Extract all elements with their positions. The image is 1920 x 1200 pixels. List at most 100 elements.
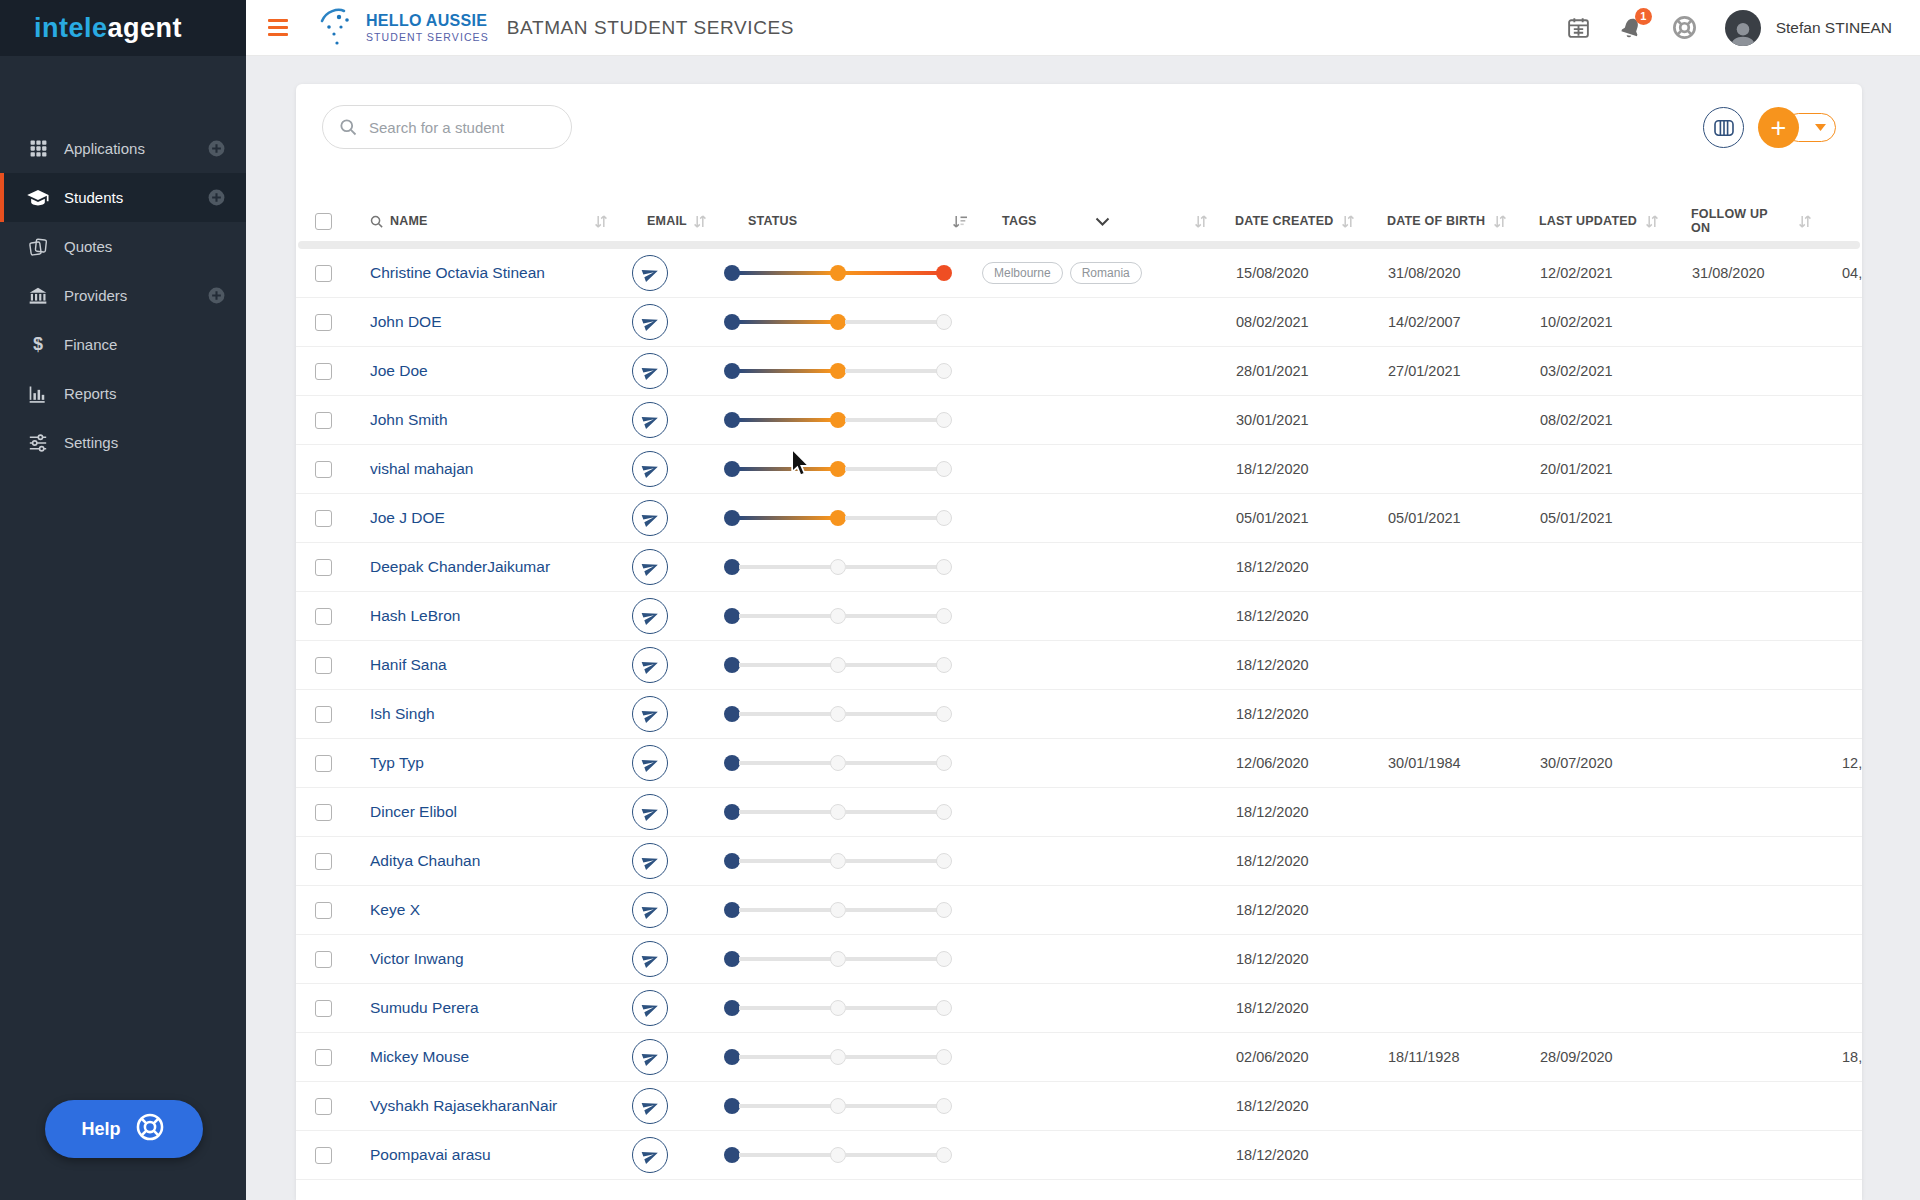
column-header-name[interactable]: NAME <box>390 214 428 228</box>
row-checkbox[interactable] <box>315 1147 332 1164</box>
column-header-last-updated[interactable]: LAST UPDATED <box>1539 214 1637 228</box>
column-header-date-of-birth[interactable]: DATE OF BIRTH <box>1387 214 1485 228</box>
status-dot-3[interactable] <box>936 804 952 820</box>
status-dot-2[interactable] <box>830 559 846 575</box>
status-dot-2[interactable] <box>830 608 846 624</box>
status-dot-1[interactable] <box>724 608 740 624</box>
student-name-link[interactable]: Hash LeBron <box>370 607 460 625</box>
row-checkbox[interactable] <box>315 902 332 919</box>
row-checkbox[interactable] <box>315 804 332 821</box>
status-dot-2[interactable] <box>830 461 846 477</box>
status-dot-3[interactable] <box>936 265 952 281</box>
send-email-button[interactable] <box>632 598 668 634</box>
status-dot-2[interactable] <box>830 755 846 771</box>
status-dot-2[interactable] <box>830 657 846 673</box>
status-slider[interactable] <box>724 706 952 722</box>
student-name-link[interactable]: Typ Typ <box>370 754 424 772</box>
row-checkbox[interactable] <box>315 461 332 478</box>
status-dot-3[interactable] <box>936 853 952 869</box>
status-dot-3[interactable] <box>936 363 952 379</box>
status-dot-2[interactable] <box>830 1049 846 1065</box>
status-dot-1[interactable] <box>724 363 740 379</box>
calendar-icon[interactable] <box>1566 15 1591 40</box>
horizontal-scrollbar[interactable] <box>298 241 1860 249</box>
sort-toggle-status-active[interactable] <box>952 214 968 229</box>
sidebar-item-providers[interactable]: Providers <box>0 271 246 320</box>
send-email-button[interactable] <box>632 941 668 977</box>
status-dot-3[interactable] <box>936 657 952 673</box>
status-dot-1[interactable] <box>724 461 740 477</box>
row-checkbox[interactable] <box>315 265 332 282</box>
send-email-button[interactable] <box>632 500 668 536</box>
student-name-link[interactable]: John Smith <box>370 411 448 429</box>
send-email-button[interactable] <box>632 1137 668 1173</box>
status-dot-3[interactable] <box>936 608 952 624</box>
status-dot-1[interactable] <box>724 804 740 820</box>
status-dot-3[interactable] <box>936 1147 952 1163</box>
row-checkbox[interactable] <box>315 1000 332 1017</box>
status-dot-2[interactable] <box>830 853 846 869</box>
column-header-follow-up-on[interactable]: FOLLOW UP ON <box>1691 207 1790 235</box>
send-email-button[interactable] <box>632 402 668 438</box>
send-email-button[interactable] <box>632 451 668 487</box>
status-slider[interactable] <box>724 804 952 820</box>
status-dot-1[interactable] <box>724 657 740 673</box>
student-name-link[interactable]: Sumudu Perera <box>370 999 479 1017</box>
column-header-email[interactable]: EMAIL <box>647 214 687 228</box>
status-dot-2[interactable] <box>830 902 846 918</box>
status-slider[interactable] <box>724 1098 952 1114</box>
status-slider[interactable] <box>724 755 952 771</box>
sort-toggle-tags[interactable] <box>1194 214 1208 229</box>
send-email-button[interactable] <box>632 1088 668 1124</box>
select-all-checkbox[interactable] <box>315 213 332 230</box>
status-dot-3[interactable] <box>936 1000 952 1016</box>
sidebar-item-students[interactable]: Students <box>0 173 246 222</box>
notifications-bell-icon[interactable]: 1 <box>1618 15 1644 41</box>
status-dot-2[interactable] <box>830 706 846 722</box>
student-name-link[interactable]: Mickey Mouse <box>370 1048 469 1066</box>
status-dot-2[interactable] <box>830 1000 846 1016</box>
status-dot-1[interactable] <box>724 706 740 722</box>
status-dot-3[interactable] <box>936 510 952 526</box>
status-slider[interactable] <box>724 951 952 967</box>
sort-toggle-date-created[interactable] <box>1341 214 1355 229</box>
status-slider[interactable] <box>724 902 952 918</box>
tag-pill[interactable]: Melbourne <box>982 262 1063 284</box>
status-dot-3[interactable] <box>936 559 952 575</box>
send-email-button[interactable] <box>632 843 668 879</box>
status-dot-2[interactable] <box>830 510 846 526</box>
add-student-button[interactable]: + <box>1758 107 1799 148</box>
student-name-link[interactable]: Ish Singh <box>370 705 435 723</box>
row-checkbox[interactable] <box>315 951 332 968</box>
user-avatar[interactable] <box>1725 10 1761 46</box>
row-checkbox[interactable] <box>315 363 332 380</box>
search-input[interactable] <box>322 105 572 149</box>
send-email-button[interactable] <box>632 304 668 340</box>
status-dot-1[interactable] <box>724 559 740 575</box>
row-checkbox[interactable] <box>315 314 332 331</box>
sort-toggle-name[interactable] <box>594 214 608 229</box>
status-dot-1[interactable] <box>724 265 740 281</box>
hamburger-menu-icon[interactable] <box>268 19 288 36</box>
send-email-button[interactable] <box>632 1039 668 1075</box>
plus-circle-icon[interactable] <box>207 188 226 211</box>
status-dot-1[interactable] <box>724 1147 740 1163</box>
status-dot-1[interactable] <box>724 951 740 967</box>
send-email-button[interactable] <box>632 794 668 830</box>
status-dot-2[interactable] <box>830 363 846 379</box>
send-email-button[interactable] <box>632 255 668 291</box>
student-name-link[interactable]: Christine Octavia Stinean <box>370 264 545 282</box>
student-name-link[interactable]: Victor Inwang <box>370 950 464 968</box>
status-dot-1[interactable] <box>724 755 740 771</box>
status-dot-2[interactable] <box>830 412 846 428</box>
status-dot-2[interactable] <box>830 1098 846 1114</box>
status-slider[interactable] <box>724 412 952 428</box>
status-slider[interactable] <box>724 314 952 330</box>
tag-pill[interactable]: Romania <box>1070 262 1142 284</box>
status-slider[interactable] <box>724 265 952 281</box>
student-name-link[interactable]: Aditya Chauhan <box>370 852 480 870</box>
sidebar-item-finance[interactable]: $Finance <box>0 320 246 369</box>
add-student-split-button[interactable]: + <box>1758 107 1836 148</box>
status-dot-2[interactable] <box>830 1147 846 1163</box>
status-dot-1[interactable] <box>724 510 740 526</box>
